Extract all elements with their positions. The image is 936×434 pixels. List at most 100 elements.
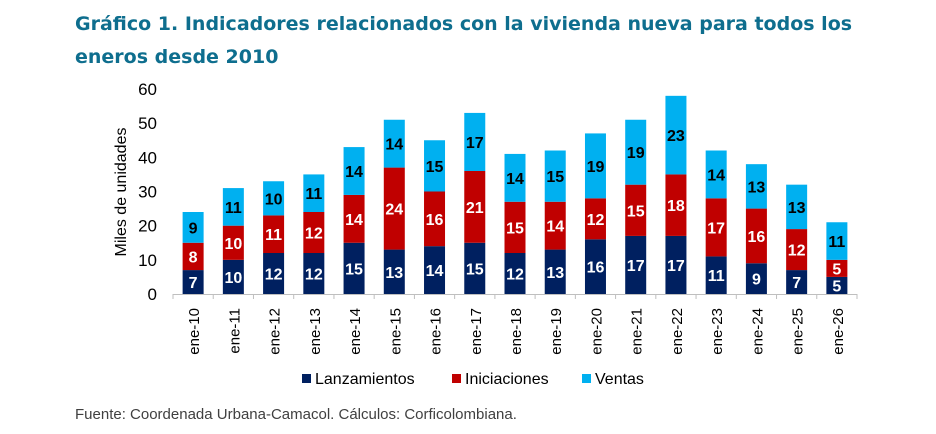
bar-segment-ventas [182,212,204,243]
bar-segment-iniciaciones [424,191,446,247]
bar-segment-ventas [665,95,687,175]
chart-title: Gráfico 1. Indicadores relacionados con … [75,13,853,68]
data-label: 5 [832,261,841,278]
legend-swatch [302,374,311,383]
bar-segment-iniciaciones [826,259,848,277]
x-tick-label: ene-12 [267,308,284,355]
bar-segment-iniciaciones [786,229,808,271]
x-tick-label: ene-17 [468,308,485,355]
x-tick-label: ene-22 [669,308,686,355]
data-label: 5 [832,278,841,295]
legend-swatch [582,374,591,383]
data-label: 10 [265,191,283,208]
bar-segment-lanzamientos [705,256,727,294]
bar-segment-iniciaciones [343,194,365,243]
x-tick-label: ene-21 [629,308,646,355]
x-tick-label: ene-16 [428,308,445,355]
data-label: 17 [627,258,645,275]
data-label: 13 [546,265,564,282]
bar-segment-iniciaciones [383,167,405,250]
y-tick-label: 50 [138,114,157,133]
data-label: 12 [305,267,323,284]
bar-segment-ventas [504,153,526,202]
bar-segment-lanzamientos [625,235,647,294]
data-label: 23 [667,128,685,145]
legend-swatch [452,374,461,383]
bar-segment-iniciaciones [464,171,486,243]
data-label: 17 [466,135,484,152]
data-label: 14 [345,212,363,229]
x-tick-label: ene-23 [709,308,726,355]
data-label: 24 [385,202,403,219]
data-label: 12 [305,226,323,243]
bar-segment-ventas [464,112,486,171]
bar-segment-lanzamientos [222,259,244,294]
data-label: 11 [828,234,845,251]
data-label: 7 [792,275,801,292]
data-label: 15 [345,261,363,278]
data-label: 19 [587,159,605,176]
data-label: 14 [707,167,725,184]
bar-segment-lanzamientos [665,235,687,294]
data-label: 15 [546,169,564,186]
y-tick-label: 0 [148,285,157,304]
source-note: Fuente: Coordenada Urbana-Camacol. Cálcu… [75,406,517,423]
data-label: 12 [265,267,283,284]
data-label: 10 [224,270,242,287]
y-axis-label: Miles de unidades [113,128,130,257]
x-tick-label: ene-19 [548,308,565,355]
bar-segment-iniciaciones [544,201,566,250]
data-label: 16 [587,260,605,277]
bar-segment-lanzamientos [343,242,365,294]
data-label: 16 [426,212,444,229]
bar-segment-ventas [222,188,244,226]
bar-segment-iniciaciones [705,198,727,257]
bar-segment-iniciaciones [263,215,285,253]
y-tick-label: 40 [138,148,157,167]
bar-segment-lanzamientos [424,246,446,294]
data-label: 17 [707,220,725,237]
bar-segment-lanzamientos [263,253,285,294]
bar-segment-ventas [745,164,767,209]
data-label: 11 [265,227,282,244]
bar-segment-ventas [343,147,365,195]
x-tick-label: ene-10 [186,308,203,355]
bar-segment-lanzamientos [584,239,606,294]
x-tick-label: ene-11 [226,308,243,354]
bar-segment-lanzamientos [464,242,486,294]
bar-segment-iniciaciones [745,208,767,264]
x-tick-label: ene-25 [790,308,807,355]
bar-segment-lanzamientos [826,276,848,294]
x-tick-label: ene-20 [588,308,605,355]
data-label: 15 [506,220,524,237]
data-label: 11 [708,268,725,285]
data-label: 13 [788,200,806,217]
bar-segment-lanzamientos [504,253,526,294]
bar-segment-ventas [826,222,848,260]
bar-segment-ventas [625,119,647,185]
data-label: 14 [506,171,524,188]
bar-segment-iniciaciones [182,242,204,271]
data-label: 14 [345,164,363,181]
bar-segment-lanzamientos [745,263,767,294]
data-label: 11 [225,200,242,217]
data-label: 17 [667,258,685,275]
legend-label: Ventas [595,371,644,388]
x-tick-label: ene-24 [749,308,766,355]
y-tick-label: 30 [138,183,157,202]
data-label: 18 [667,198,685,215]
bar-segment-ventas [263,181,285,216]
bar-segment-iniciaciones [222,225,244,260]
data-label: 14 [546,219,564,236]
data-label: 11 [305,186,322,203]
bar-segment-iniciaciones [584,198,606,240]
data-label: 7 [189,275,198,292]
data-label: 15 [627,203,645,220]
y-tick-label: 10 [138,251,157,270]
data-label: 10 [224,236,242,253]
data-label: 15 [426,159,444,176]
data-label: 13 [385,265,403,282]
data-label: 9 [189,220,198,237]
bar-segment-iniciaciones [625,184,647,236]
